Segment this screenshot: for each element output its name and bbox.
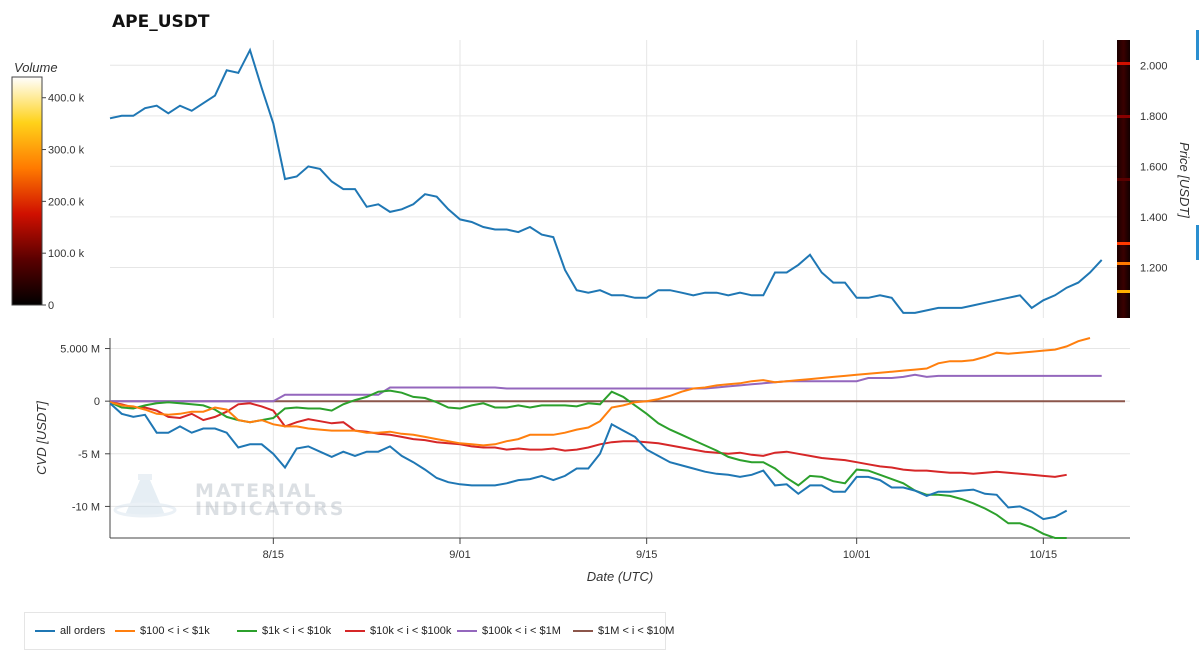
legend-item[interactable]: all orders — [35, 625, 105, 637]
legend-swatch — [573, 630, 593, 633]
cvd-series-group — [109, 337, 1125, 539]
legend-item[interactable]: $1M < i < $10M — [573, 625, 674, 637]
volume-heatmap-spots — [1117, 62, 1130, 293]
cvd-x-axis-label: Date (UTC) — [587, 569, 653, 584]
colorbar-tick-label: 0 — [48, 300, 54, 312]
cvd-x-tick-label: 9/01 — [449, 549, 470, 561]
price-y-tick-label: 1.600 — [1140, 161, 1168, 173]
price-y-tick-label: 1.400 — [1140, 212, 1168, 224]
chart-canvas: Volume 400.0 k 300.0 k 200.0 k 100.0 k 0 1.2… — [11, 40, 1192, 584]
cvd-y-tick-label: 0 — [94, 396, 100, 408]
cvd-series-line-1 — [109, 337, 1091, 447]
price-y-tick-label: 1.800 — [1140, 111, 1168, 123]
cvd-series-line-0 — [109, 402, 1068, 521]
cvd-panel — [110, 338, 1130, 538]
cvd-y-ticks: 5.000 M 0 -5 M -10 M — [60, 338, 111, 538]
side-tab-bottom[interactable] — [1196, 225, 1199, 260]
heatmap-spot — [1117, 115, 1130, 118]
cvd-y-tick-label: 5.000 M — [60, 344, 100, 356]
legend-swatch — [115, 630, 135, 633]
cvd-x-ticks: 8/15 9/01 9/15 10/01 10/15 — [110, 537, 1130, 561]
watermark-line2: INDICATORS — [195, 498, 345, 520]
cvd-x-tick-label: 9/15 — [636, 549, 657, 561]
price-y-axis-label: Price [USDT] — [1177, 142, 1192, 218]
watermark: MATERIAL INDICATORS — [113, 474, 345, 520]
legend-swatch — [237, 630, 257, 633]
colorbar-tick-label: 100.0 k — [48, 248, 85, 260]
price-y-ticks: 1.200 1.400 1.600 1.800 2.000 — [1140, 60, 1168, 274]
heatmap-spot — [1117, 178, 1130, 181]
legend-item[interactable]: $100k < i < $1M — [457, 625, 561, 637]
watermark-flask-icon — [125, 480, 165, 515]
legend-label: all orders — [60, 625, 106, 637]
legend-label: $10k < i < $100k — [370, 625, 452, 637]
watermark-line1: MATERIAL — [195, 480, 318, 502]
chart-title: APE_USDT — [112, 12, 210, 32]
legend-swatch — [457, 630, 477, 633]
heatmap-spot — [1117, 290, 1130, 293]
cvd-x-tick-label: 8/15 — [263, 549, 284, 561]
price-series-group — [109, 47, 1103, 314]
heatmap-spot — [1117, 242, 1130, 245]
legend-swatch — [35, 630, 55, 633]
watermark-flask-cap — [138, 474, 152, 480]
price-y-tick-label: 2.000 — [1140, 60, 1168, 72]
heatmap-spot — [1117, 262, 1130, 265]
price-y-tick-label: 1.200 — [1140, 262, 1168, 274]
legend-label: $100k < i < $1M — [482, 625, 561, 637]
legend-swatch — [345, 630, 365, 633]
cvd-series-line-4 — [110, 373, 1102, 403]
legend-item[interactable]: $1k < i < $10k — [237, 625, 331, 637]
colorbar-tick-label: 400.0 k — [48, 93, 85, 105]
cvd-y-axis-label: CVD [USDT] — [34, 401, 49, 475]
cvd-x-tick-label: 10/15 — [1030, 549, 1058, 561]
colorbar-tick-label: 200.0 k — [48, 196, 85, 208]
colorbar-tick-label: 300.0 k — [48, 145, 85, 157]
cvd-y-tick-label: -10 M — [72, 501, 100, 513]
legend-label: $1k < i < $10k — [262, 625, 332, 637]
watermark-ring — [113, 502, 177, 518]
legend-item[interactable]: $10k < i < $100k — [345, 625, 451, 637]
price-series-line — [109, 47, 1103, 314]
legend: all orders $100 < i < $1k $1k < i < $10k $1… — [24, 612, 674, 650]
colorbar-ticks: 400.0 k 300.0 k 200.0 k 100.0 k 0 — [42, 93, 85, 312]
cvd-series-line-2 — [109, 389, 1067, 539]
colorbar-title: Volume — [14, 60, 58, 75]
volume-colorbar: Volume 400.0 k 300.0 k 200.0 k 100.0 k 0 — [11, 60, 85, 312]
legend-label: $1M < i < $10M — [598, 625, 675, 637]
price-panel — [110, 40, 1130, 318]
side-tab-top[interactable] — [1196, 30, 1199, 60]
cvd-y-tick-label: -5 M — [78, 449, 100, 461]
heatmap-spot — [1117, 62, 1130, 65]
colorbar-gradient — [11, 76, 43, 306]
legend-item[interactable]: $100 < i < $1k — [115, 625, 210, 637]
cvd-series-line-3 — [109, 401, 1067, 478]
cvd-x-tick-label: 10/01 — [843, 549, 871, 561]
legend-label: $100 < i < $1k — [140, 625, 210, 637]
price-gridlines — [110, 40, 1117, 318]
